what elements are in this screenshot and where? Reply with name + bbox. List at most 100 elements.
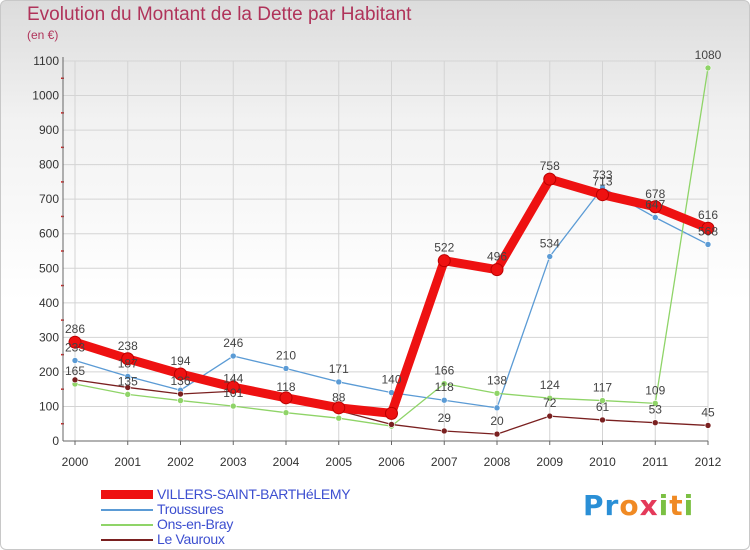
y-tick-label: 200 xyxy=(39,365,59,379)
proxiti-logo: Proxiti xyxy=(583,489,694,522)
data-point xyxy=(599,416,606,424)
data-label: 72 xyxy=(543,396,557,410)
data-label: 109 xyxy=(645,383,665,397)
data-point xyxy=(704,422,712,429)
logo-letter: t xyxy=(669,489,684,522)
y-tick-label: 400 xyxy=(39,296,59,310)
data-point xyxy=(704,241,712,248)
data-point xyxy=(599,397,606,404)
data-point xyxy=(651,400,659,407)
data-label: 194 xyxy=(170,354,190,368)
logo-letter: r xyxy=(604,489,620,522)
legend-swatch xyxy=(101,490,153,499)
x-tick-label: 2003 xyxy=(220,455,247,469)
data-point xyxy=(229,352,237,360)
data-label: 522 xyxy=(434,241,454,255)
logo-letter: x xyxy=(639,489,659,522)
data-point xyxy=(701,221,715,235)
data-point xyxy=(493,430,501,438)
legend-label: Troussures xyxy=(157,501,224,517)
data-label: 20 xyxy=(490,414,504,428)
data-point xyxy=(543,172,557,186)
data-point xyxy=(282,409,290,416)
y-tick-label: 800 xyxy=(39,158,59,172)
data-point xyxy=(124,391,132,398)
data-point xyxy=(651,419,659,426)
data-label: 1080 xyxy=(695,48,722,62)
data-label: 496 xyxy=(487,250,507,264)
data-label: 88 xyxy=(332,391,346,405)
data-label: 138 xyxy=(487,373,507,387)
data-label: 286 xyxy=(65,322,85,336)
data-point xyxy=(490,263,504,277)
data-point xyxy=(177,390,184,398)
data-point xyxy=(124,384,132,391)
legend-label: Le Vauroux xyxy=(157,531,225,547)
data-point xyxy=(335,414,343,422)
data-point xyxy=(546,412,554,420)
x-tick-label: 2002 xyxy=(167,455,194,469)
data-label: 166 xyxy=(434,364,454,378)
logo-letter: P xyxy=(583,489,605,522)
data-label: 45 xyxy=(701,405,715,419)
data-point xyxy=(174,367,187,381)
logo-letter: i xyxy=(683,489,695,522)
data-point xyxy=(332,401,346,415)
data-label: 117 xyxy=(593,381,612,395)
data-label: 136 xyxy=(170,374,190,388)
y-tick-label: 1000 xyxy=(32,89,59,103)
data-point xyxy=(440,380,448,387)
data-label: 61 xyxy=(596,400,610,414)
y-tick-label: 500 xyxy=(39,261,59,275)
data-label: 53 xyxy=(649,403,663,417)
data-label: 124 xyxy=(540,378,560,392)
data-point xyxy=(546,394,554,402)
data-point xyxy=(177,397,184,404)
legend-label: Ons-en-Bray xyxy=(157,516,234,532)
data-label: 165 xyxy=(65,364,85,378)
y-tick-label: 700 xyxy=(39,192,59,206)
data-point xyxy=(121,352,135,366)
x-tick-label: 2000 xyxy=(62,455,89,469)
data-label: 233 xyxy=(65,341,85,355)
data-point xyxy=(648,200,662,214)
data-point xyxy=(651,214,659,221)
data-label: 733 xyxy=(592,168,612,182)
chart-unit-label: (en €) xyxy=(27,28,59,42)
data-point xyxy=(71,357,79,364)
x-tick-label: 2009 xyxy=(536,455,563,469)
data-label: 678 xyxy=(645,187,665,201)
data-label: 187 xyxy=(118,356,138,370)
data-point xyxy=(704,64,712,72)
y-tick-label: 100 xyxy=(39,399,59,413)
logo-letter: o xyxy=(619,489,640,522)
data-point xyxy=(440,427,448,435)
x-tick-label: 2007 xyxy=(431,455,458,469)
data-label: 118 xyxy=(276,380,295,394)
x-tick-label: 2011 xyxy=(642,455,668,469)
x-tick-label: 2005 xyxy=(325,455,352,469)
data-point xyxy=(385,406,398,420)
data-label: 29 xyxy=(438,411,452,425)
x-tick-label: 2001 xyxy=(114,455,141,469)
y-tick-label: 600 xyxy=(39,227,59,241)
data-point xyxy=(68,335,82,349)
data-label: 118 xyxy=(435,380,454,394)
data-point xyxy=(124,373,132,380)
data-label: 758 xyxy=(540,159,560,173)
data-point xyxy=(226,380,240,394)
data-label: 101 xyxy=(223,386,243,400)
data-label: 140 xyxy=(381,373,401,387)
legend-swatch xyxy=(101,524,153,526)
data-point xyxy=(437,254,451,268)
y-tick-label: 0 xyxy=(52,434,59,448)
data-label: 171 xyxy=(329,362,349,376)
data-label: 135 xyxy=(118,374,138,388)
data-point xyxy=(440,396,448,404)
y-tick-label: 900 xyxy=(39,123,59,137)
chart-title: Evolution du Montant de la Dette par Hab… xyxy=(27,4,412,25)
data-point xyxy=(282,365,290,372)
data-label: 144 xyxy=(223,371,243,385)
y-tick-label: 1100 xyxy=(33,54,59,68)
